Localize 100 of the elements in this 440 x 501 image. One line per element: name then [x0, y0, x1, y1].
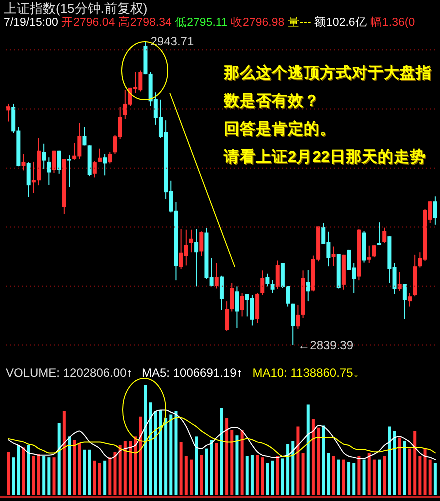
bar: [93, 460, 96, 495]
bar: [256, 455, 260, 495]
candlestick: [42, 143, 46, 170]
bar: [108, 458, 112, 495]
bar: [226, 418, 229, 495]
candlestick: [57, 150, 62, 174]
annotation: 2943.71: [150, 34, 194, 48]
bar: [372, 460, 376, 495]
bar: [22, 448, 26, 495]
bar: [118, 446, 122, 495]
bar: [358, 456, 361, 495]
candlestick: [189, 229, 194, 254]
bar: [27, 446, 30, 495]
bar: [144, 385, 148, 495]
bar: [170, 414, 173, 495]
bar: [418, 456, 422, 495]
bar: [266, 463, 270, 495]
bar: [261, 458, 264, 495]
bar: [220, 408, 224, 495]
bar: [83, 450, 86, 495]
bar: [317, 428, 320, 495]
candlestick: [98, 148, 102, 163]
bar: [428, 460, 432, 495]
bar: [139, 416, 142, 495]
bar: [348, 462, 351, 495]
bar: [292, 441, 295, 495]
candlestick: [402, 284, 407, 320]
bar: [342, 460, 346, 495]
candlestick: [266, 273, 270, 288]
bar: [149, 402, 152, 495]
bar: [322, 426, 326, 495]
annotation: 回答是肯定的。: [224, 120, 337, 140]
bar: [332, 456, 336, 495]
chart-title: 上证指数(15分钟.前复权): [4, 0, 148, 16]
bar: [378, 460, 382, 495]
bar: [276, 456, 280, 495]
candlestick: [67, 155, 72, 188]
candlestick: [22, 154, 26, 172]
candlestick: [92, 160, 97, 178]
candlestick: [408, 292, 412, 308]
bar: [114, 452, 117, 495]
bar: [250, 455, 254, 495]
text: VOLUME: 1202806.00↑: [6, 366, 133, 380]
bar: [104, 460, 107, 495]
candlestick: [194, 228, 199, 288]
bar: [388, 426, 392, 495]
candlestick: [230, 282, 234, 312]
bar: [62, 411, 66, 495]
candlestick: [6, 103, 11, 122]
candlestick: [276, 260, 280, 290]
text: MA10: 1138860.75↓: [252, 366, 360, 380]
bar: [398, 438, 402, 495]
bar: [48, 458, 51, 495]
candlestick: [382, 227, 387, 244]
candlestick: [367, 245, 372, 264]
bar: [383, 456, 386, 495]
bar: [42, 456, 46, 495]
bar: [312, 419, 315, 495]
bar: [164, 418, 168, 495]
bar: [368, 453, 371, 495]
bar: [414, 431, 417, 495]
bar: [200, 455, 204, 495]
bar: [184, 456, 188, 495]
bar: [174, 411, 178, 495]
bar: [271, 460, 274, 495]
bar: [38, 454, 41, 495]
candlestick: [260, 270, 265, 296]
text: MA5: 1006691.19↑: [142, 366, 243, 380]
bar: [128, 441, 132, 495]
bar: [88, 450, 92, 495]
candlestick: [270, 279, 275, 294]
candlestick: [220, 275, 224, 310]
bar: [236, 436, 239, 495]
bar: [393, 431, 396, 495]
candlestick: [225, 301, 230, 332]
bar: [134, 436, 138, 495]
bar: [306, 404, 310, 495]
bar: [434, 463, 437, 495]
bar: [32, 456, 36, 495]
chart-subtitle: 7/19/15:00 开2796.04 高2798.34 低2795.11 收2796.98 量--- 额102.6亿 幅1.36(0: [4, 17, 416, 29]
candlestick: [52, 150, 56, 174]
bar: [240, 430, 244, 495]
candlestick: [103, 154, 108, 176]
bar: [190, 460, 193, 495]
bar: [68, 436, 72, 495]
bar: [403, 441, 406, 495]
bar: [362, 460, 366, 495]
bar: [215, 443, 218, 495]
candlestick: [240, 292, 244, 318]
candlestick: [306, 270, 310, 302]
bar: [73, 440, 76, 495]
candlestick: [372, 244, 376, 258]
candlestick: [200, 231, 204, 257]
bar: [352, 463, 356, 495]
bar: [230, 430, 234, 495]
candlestick: [26, 162, 31, 198]
bar: [286, 444, 290, 495]
candlestick: [82, 126, 87, 146]
candlestick: [433, 196, 438, 226]
candlestick: [332, 246, 336, 266]
